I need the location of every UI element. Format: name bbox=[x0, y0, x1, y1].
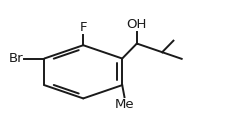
Text: Br: Br bbox=[8, 52, 23, 65]
Text: OH: OH bbox=[127, 18, 147, 31]
Text: F: F bbox=[79, 21, 87, 34]
Text: Me: Me bbox=[115, 98, 134, 111]
